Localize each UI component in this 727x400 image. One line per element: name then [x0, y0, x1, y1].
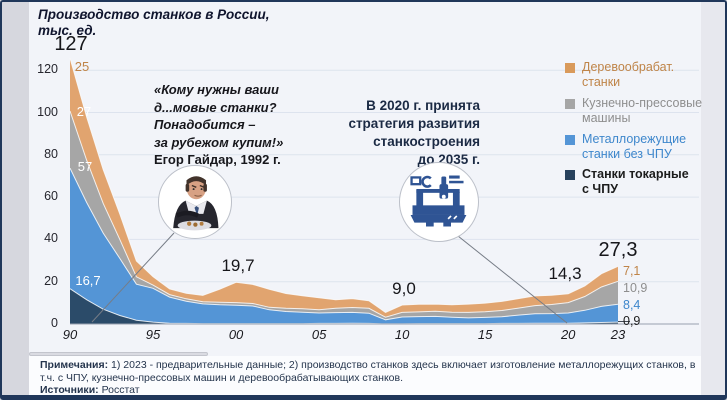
x-axis-tick-label: 10 — [394, 327, 410, 343]
strategy-line: стратегия развития — [348, 116, 480, 131]
legend-swatch — [565, 135, 575, 145]
layer-boundary — [69, 167, 619, 321]
quote-line: Понадобится – — [154, 117, 256, 132]
y-axis-tick-label: 80 — [44, 146, 58, 161]
strategy-line: В 2020 г. принята — [366, 98, 480, 113]
sources-text: Росстат — [98, 384, 140, 396]
chart-title-line1: Производство станков в России, — [38, 7, 270, 22]
x-axis-tick-label: 05 — [311, 327, 327, 343]
x-axis-tick-label: 23 — [610, 327, 626, 343]
x-axis-tick-label: 15 — [477, 327, 493, 343]
gaidar-caricature-icon — [173, 176, 219, 231]
legend-label-line: машины — [582, 110, 631, 125]
legend-swatch — [565, 99, 575, 109]
y-axis-tick-label: 20 — [44, 273, 58, 288]
segment-value-label-2023: 7,1 — [623, 263, 641, 278]
machine-tool-icon — [410, 175, 467, 227]
total-value-label: 27,3 — [598, 239, 638, 262]
notes-footnote: Примечания: 1) 2023 - предварительные да… — [40, 359, 702, 385]
legend-label-line: Деревообрабат. — [582, 60, 675, 74]
strategy-leader-line — [457, 235, 568, 324]
legend-label-line: Металлорежущие — [582, 132, 687, 146]
chart-title: Производство станков в России, тыс. ед. — [38, 7, 269, 39]
segment-value-label-1990: 57 — [77, 159, 93, 175]
gaidar-leader-line — [91, 232, 175, 323]
legend-label-line: с ЧПУ — [582, 181, 618, 196]
chart-title-line2: тыс. ед. — [38, 23, 97, 38]
total-value-label: 9,0 — [392, 279, 416, 299]
legend-item-1: Деревообрабат. станки — [565, 60, 674, 89]
left-gutter — [2, 2, 29, 395]
gaidar-portrait — [158, 165, 232, 239]
total-value-label: 127 — [54, 33, 88, 56]
strategy-line: станкостроения — [373, 134, 480, 149]
legend-swatch — [565, 170, 575, 180]
strategy-2020-annotation: В 2020 г. принята стратегия развития станк… — [330, 97, 480, 169]
legend-item-2: Кузнечно-прессовые машины — [565, 96, 702, 125]
legend-label: Металлорежущие станки без ЧПУ — [582, 132, 686, 161]
y-axis-tick-label: 60 — [44, 189, 58, 204]
area-1 — [70, 288, 618, 324]
right-gutter — [701, 2, 725, 395]
quote-line: д...мовые станки? — [154, 99, 277, 115]
gaidar-quote: «Кому нужны ваши д...мовые станки? Понадоб… — [154, 81, 283, 169]
scrollbar-thumb[interactable] — [29, 352, 208, 356]
x-axis-tick-label: 20 — [560, 327, 576, 343]
y-axis-tick-label: 40 — [44, 231, 58, 246]
segment-value-label-1990: 27 — [76, 104, 92, 120]
sources-footnote: Источники: Росстат — [40, 384, 702, 396]
segment-value-label-1990: 25 — [74, 59, 90, 75]
x-axis-tick-label: 95 — [145, 327, 161, 343]
layer-boundary — [69, 110, 619, 318]
quote-line: «Кому нужны ваши — [154, 82, 279, 97]
x-axis-tick-label: 00 — [228, 327, 244, 343]
legend-item-4: Станки токарные с ЧПУ — [565, 167, 689, 196]
footer-band — [29, 356, 701, 395]
segment-value-label-2023: 10,9 — [623, 280, 648, 295]
segment-value-label-2023: 8,4 — [623, 297, 641, 312]
area-2 — [70, 168, 618, 324]
legend-label: Деревообрабат. станки — [582, 60, 674, 89]
legend-label-line: Кузнечно-прессовые — [582, 96, 703, 110]
segment-value-label-2023: 0,9 — [623, 313, 641, 328]
legend-label: Станки токарные с ЧПУ — [582, 167, 689, 196]
y-axis-tick-label: 100 — [37, 104, 58, 119]
total-value-label: 19,7 — [221, 256, 255, 276]
y-axis-tick-label: 0 — [51, 316, 58, 330]
legend-label-line: Станки токарные — [582, 167, 689, 181]
x-axis-tick-label: 90 — [62, 327, 78, 343]
segment-value-label-1990: 16,7 — [75, 273, 101, 289]
legend-label: Кузнечно-прессовые машины — [582, 96, 702, 125]
quote-line: за рубежом купим!» — [154, 134, 284, 150]
legend-swatch — [565, 63, 575, 73]
machine-tool-circle — [399, 162, 479, 242]
sources-label: Источники: — [40, 384, 99, 396]
layer-boundary — [69, 57, 619, 313]
notes-label: Примечания: — [40, 359, 109, 371]
total-value-label: 14,3 — [548, 264, 582, 284]
notes-text: 1) 2023 - предварительные данные; 2) про… — [40, 359, 696, 384]
y-axis-tick-label: 120 — [37, 62, 58, 77]
layer-boundary — [69, 288, 619, 325]
legend-label-line: станки — [582, 74, 621, 89]
legend-item-3: Металлорежущие станки без ЧПУ — [565, 132, 686, 161]
quote-attribution: Егор Гайдар, 1992 г. — [154, 152, 281, 167]
legend-label-line: станки без ЧПУ — [582, 146, 672, 161]
